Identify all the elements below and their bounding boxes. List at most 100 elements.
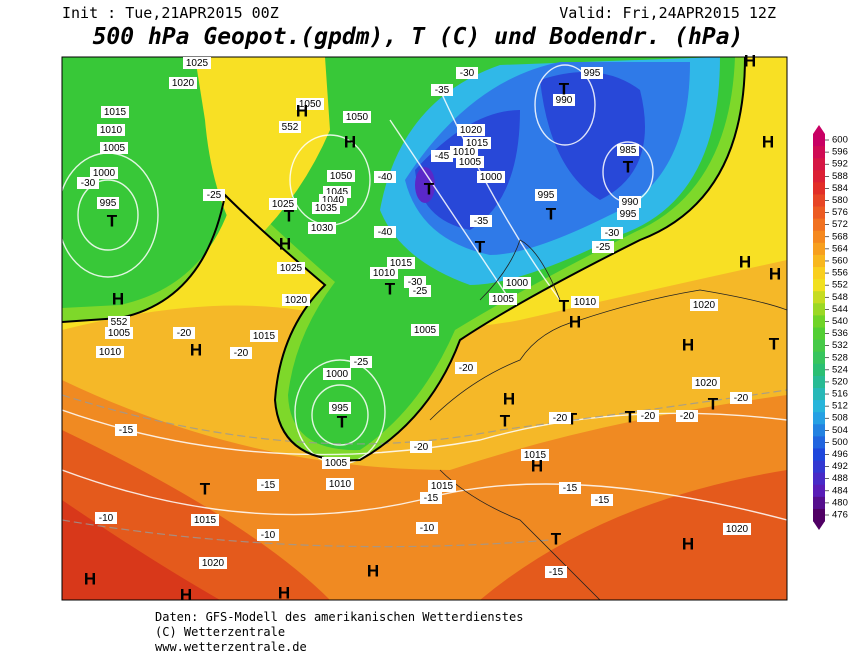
low-pressure-marker: T [475, 237, 486, 256]
contour-label: 1020 [172, 78, 195, 89]
low-pressure-marker: T [200, 479, 211, 498]
contour-label: 1015 [104, 107, 127, 118]
contour-label: -10 [261, 530, 276, 541]
contour-label: 1050 [346, 112, 369, 123]
contour-label: 1000 [93, 168, 116, 179]
colorbar-label: 516 [832, 389, 848, 400]
contour-label: 985 [620, 145, 637, 156]
contour-label: -15 [424, 493, 439, 504]
contour-label: 1010 [574, 297, 597, 308]
colorbar-label: 504 [832, 425, 848, 436]
colorbar-swatch [813, 218, 825, 232]
low-pressure-marker: T [546, 204, 557, 223]
label-box [545, 566, 567, 578]
contour-label: 1005 [492, 294, 515, 305]
label-box [322, 457, 350, 469]
colorbar-swatch [813, 254, 825, 268]
colorbar-swatch [813, 400, 825, 413]
label-box [549, 412, 571, 424]
colorbar-label: 536 [832, 328, 848, 339]
label-box [617, 208, 639, 220]
contour-label: -25 [413, 286, 428, 297]
low-pressure-marker: T [500, 411, 511, 430]
label-box [97, 197, 119, 209]
contour-label: -45 [435, 151, 450, 162]
contour-label: 1010 [453, 147, 476, 158]
contour-label: -20 [734, 393, 749, 404]
contour-label: -35 [435, 85, 450, 96]
label-box [581, 67, 603, 79]
contour-label: -10 [99, 513, 114, 524]
label-box [456, 67, 478, 79]
contour-label: -20 [459, 363, 474, 374]
colorbar-cap [813, 521, 825, 531]
high-pressure-marker: H [180, 585, 192, 604]
label-box [411, 324, 439, 336]
colorbar-label: 500 [832, 437, 848, 448]
label-box [374, 226, 396, 238]
label-box [350, 356, 372, 368]
label-box [108, 316, 130, 328]
contour-label: 1020 [460, 125, 483, 136]
colorbar-label: 488 [832, 473, 848, 484]
colorbar-label: 492 [832, 461, 848, 472]
high-pressure-marker: H [344, 132, 356, 151]
contour-label: 1005 [459, 157, 482, 168]
label-box [387, 257, 415, 269]
label-box [312, 202, 340, 214]
colorbar-label: 476 [832, 510, 848, 521]
contour-label: 995 [100, 198, 117, 209]
contour-label: -30 [81, 178, 96, 189]
label-box [90, 167, 118, 179]
contour-label: 552 [282, 122, 299, 133]
contour-label: -20 [177, 328, 192, 339]
label-box [477, 171, 505, 183]
high-pressure-marker: H [296, 101, 308, 120]
footer-line: (C) Wetterzentrale [155, 625, 285, 639]
colorbar-label: 572 [832, 219, 848, 230]
label-box [169, 77, 197, 89]
high-pressure-marker: H [84, 569, 96, 588]
colorbar-swatch [813, 194, 825, 208]
colorbar-label: 588 [832, 171, 848, 182]
colorbar-swatch [813, 363, 825, 377]
low-pressure-marker: T [551, 529, 562, 548]
contour-label: 1015 [466, 138, 489, 149]
label-box [374, 171, 396, 183]
low-pressure-marker: T [567, 409, 578, 428]
contour-label: 1025 [186, 58, 209, 69]
high-pressure-marker: H [112, 289, 124, 308]
colorbar-swatch [813, 484, 825, 498]
contour-label: -15 [595, 495, 610, 506]
label-box [559, 482, 581, 494]
init-time: Init : Tue,21APR2015 00Z [62, 4, 279, 22]
label-box [503, 277, 531, 289]
label-box [456, 156, 484, 168]
label-box [343, 111, 371, 123]
contour-label: -30 [605, 228, 620, 239]
contour-label: -40 [378, 227, 393, 238]
colorbar-swatch [813, 460, 825, 474]
low-pressure-marker: T [385, 279, 396, 298]
label-box [199, 557, 227, 569]
label-box [470, 215, 492, 227]
colorbar-label: 568 [832, 231, 848, 242]
colorbar-label: 496 [832, 449, 848, 460]
contour-label: 990 [556, 95, 573, 106]
contour-label: -30 [460, 68, 475, 79]
label-box [723, 523, 751, 535]
contour-label: -25 [207, 190, 222, 201]
colorbar-swatch [813, 182, 825, 195]
label-box [457, 124, 485, 136]
label-box [535, 189, 557, 201]
contour-label: 1015 [253, 331, 276, 342]
contour-label: 1010 [99, 347, 122, 358]
label-box [257, 479, 279, 491]
colorbar-label: 552 [832, 280, 848, 291]
contour-label: -15 [119, 425, 134, 436]
label-box [601, 227, 623, 239]
label-box [521, 449, 549, 461]
label-box [591, 494, 613, 506]
contour-label: 1000 [326, 369, 349, 380]
contour-label: -15 [563, 483, 578, 494]
